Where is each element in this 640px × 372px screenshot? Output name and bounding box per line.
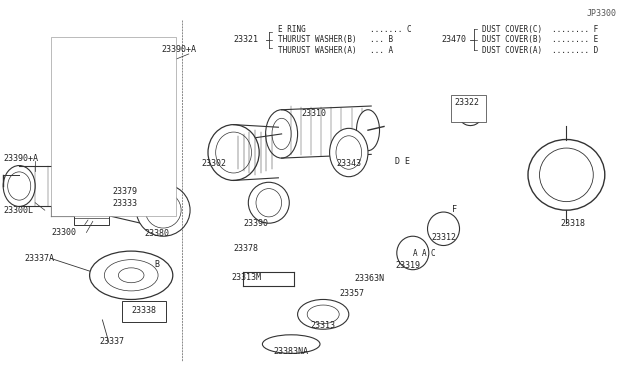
Text: 23333: 23333 [112, 199, 138, 208]
Text: 23357: 23357 [339, 289, 365, 298]
Text: 23390: 23390 [243, 219, 269, 228]
Bar [51, 37, 176, 216]
Text: 23337A: 23337A [24, 254, 54, 263]
Text: 23300L: 23300L [3, 206, 33, 215]
Text: 23302: 23302 [202, 159, 227, 168]
Text: 23378: 23378 [234, 244, 259, 253]
Ellipse shape [266, 110, 298, 158]
Ellipse shape [208, 125, 259, 180]
Ellipse shape [336, 136, 362, 169]
Text: 23390+A: 23390+A [162, 45, 196, 54]
Ellipse shape [428, 212, 460, 246]
Ellipse shape [136, 184, 190, 236]
Text: 23470: 23470 [442, 35, 467, 44]
Text: E: E [404, 157, 409, 166]
Ellipse shape [256, 189, 282, 217]
Text: DUST COVER(C): DUST COVER(C) [482, 25, 542, 34]
Bar [451, 95, 486, 122]
Ellipse shape [356, 110, 380, 151]
Text: 23322: 23322 [454, 98, 480, 107]
Text: 23313M: 23313M [232, 273, 261, 282]
Text: DUST COVER(A): DUST COVER(A) [482, 46, 542, 55]
Ellipse shape [248, 182, 289, 223]
Text: 23318: 23318 [560, 219, 586, 228]
Text: JP3300: JP3300 [587, 9, 616, 17]
Text: E RING: E RING [278, 25, 306, 34]
Text: 23300: 23300 [51, 228, 77, 237]
Text: 23319: 23319 [396, 262, 421, 270]
Text: D: D [394, 157, 399, 166]
Text: THURUST WASHER(A): THURUST WASHER(A) [278, 46, 357, 55]
Ellipse shape [262, 335, 320, 353]
Text: 23363N: 23363N [355, 274, 385, 283]
Ellipse shape [90, 251, 173, 299]
Ellipse shape [540, 148, 593, 202]
Ellipse shape [216, 132, 252, 173]
Text: 23383NA: 23383NA [274, 347, 308, 356]
Text: 23312: 23312 [431, 233, 456, 242]
Text: 23337: 23337 [99, 337, 125, 346]
Ellipse shape [397, 236, 429, 270]
Text: 23313: 23313 [310, 321, 336, 330]
Text: C: C [430, 249, 435, 258]
Text: 23310: 23310 [301, 109, 326, 118]
Text: DUST COVER(B): DUST COVER(B) [482, 35, 542, 44]
Bar [74, 208, 109, 225]
Text: ........ F: ........ F [552, 25, 598, 34]
Text: 23338: 23338 [131, 307, 157, 315]
Text: B: B [154, 260, 159, 269]
Ellipse shape [93, 166, 125, 206]
Bar [122, 301, 166, 322]
Text: 23380: 23380 [144, 229, 170, 238]
Bar [138, 189, 152, 196]
Ellipse shape [118, 268, 144, 283]
Text: 23390+A: 23390+A [3, 154, 38, 163]
Ellipse shape [272, 118, 291, 150]
Text: A: A [421, 249, 426, 258]
Ellipse shape [528, 140, 605, 210]
Ellipse shape [307, 305, 339, 324]
Text: 23379: 23379 [112, 187, 138, 196]
Ellipse shape [145, 192, 181, 228]
Ellipse shape [3, 166, 35, 206]
Text: 23343: 23343 [336, 159, 362, 168]
Ellipse shape [104, 260, 158, 291]
Text: ... A: ... A [370, 46, 393, 55]
Text: 23321: 23321 [234, 35, 259, 44]
Ellipse shape [8, 172, 31, 200]
Text: F: F [452, 205, 457, 214]
Ellipse shape [330, 128, 368, 177]
Ellipse shape [298, 299, 349, 329]
Text: THURUST WASHER(B): THURUST WASHER(B) [278, 35, 357, 44]
Text: ........ D: ........ D [552, 46, 598, 55]
Text: A: A [412, 249, 417, 258]
Text: ... B: ... B [370, 35, 393, 44]
Text: ........ E: ........ E [552, 35, 598, 44]
Text: ....... C: ....... C [370, 25, 412, 34]
